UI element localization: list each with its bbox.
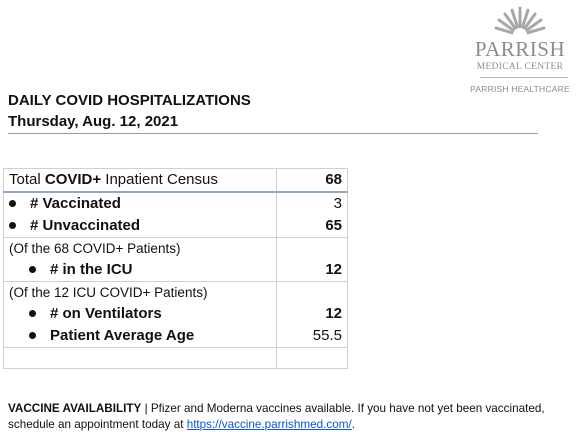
vaccinated-label: # Vaccinated bbox=[30, 195, 121, 212]
table-row: Total COVID+ Inpatient Census 68 bbox=[3, 168, 348, 193]
logo-brand: PARRISH bbox=[474, 37, 566, 61]
parrish-logo: PARRISH MEDICAL CENTER PARRISH HEALTHCAR… bbox=[470, 4, 570, 94]
sunburst-icon bbox=[494, 6, 546, 36]
report-date: Thursday, Aug. 12, 2021 bbox=[8, 113, 179, 130]
avg-age-value: 55.5 bbox=[312, 327, 342, 344]
unvaccinated-label: # Unvaccinated bbox=[30, 217, 141, 234]
vaccine-availability-note: VACCINE AVAILABILITY | Pfizer and Modern… bbox=[8, 401, 568, 433]
avg-age-label: Patient Average Age bbox=[50, 327, 195, 344]
vaccine-link[interactable]: https://vaccine.parrishmed.com/ bbox=[186, 418, 352, 431]
ventilators-label: # on Ventilators bbox=[50, 305, 162, 322]
patients-note: (Of the 68 COVID+ Patients) bbox=[9, 241, 181, 256]
icu-value: 12 bbox=[276, 237, 348, 282]
empty-cell bbox=[276, 347, 348, 369]
icu-cell: (Of the 68 COVID+ Patients) # in the ICU bbox=[3, 237, 277, 282]
ventilator-values: 12 55.5 bbox=[276, 281, 348, 348]
logo-divider bbox=[480, 77, 568, 78]
icu-note: (Of the 12 ICU COVID+ Patients) bbox=[9, 285, 208, 300]
census-total: 68 bbox=[276, 168, 348, 193]
table-row: # Vaccinated # Unvaccinated 3 65 bbox=[3, 191, 348, 238]
table-row: (Of the 68 COVID+ Patients) # in the ICU… bbox=[3, 237, 348, 282]
census-header-label: Total COVID+ Inpatient Census bbox=[3, 168, 277, 193]
bullet-icon bbox=[29, 309, 36, 317]
ventilators-value: 12 bbox=[325, 305, 342, 322]
vaccine-availability-label: VACCINE AVAILABILITY bbox=[8, 402, 142, 415]
bullet-icon bbox=[29, 265, 36, 273]
vaccinated-value: 3 bbox=[333, 195, 342, 212]
page-title: DAILY COVID HOSPITALIZATIONS bbox=[8, 92, 251, 109]
census-header-suffix: Inpatient Census bbox=[101, 171, 218, 188]
logo-parent: PARRISH HEALTHCARE bbox=[470, 84, 570, 94]
table-row: (Of the 12 ICU COVID+ Patients) # on Ven… bbox=[3, 281, 348, 348]
unvaccinated-value: 65 bbox=[325, 217, 342, 234]
vaccinated-cell: # Vaccinated # Unvaccinated bbox=[3, 191, 277, 238]
title-divider bbox=[8, 133, 538, 134]
census-table: Total COVID+ Inpatient Census 68 # Vacci… bbox=[3, 168, 348, 369]
footer-separator: | bbox=[141, 402, 151, 415]
vaccination-values: 3 65 bbox=[276, 191, 348, 238]
ventilator-cell: (Of the 12 ICU COVID+ Patients) # on Ven… bbox=[3, 281, 277, 348]
census-header-bold: COVID+ bbox=[44, 171, 102, 188]
icu-label: # in the ICU bbox=[50, 261, 133, 278]
bullet-icon bbox=[9, 221, 16, 229]
logo-subtitle: MEDICAL CENTER bbox=[476, 62, 564, 72]
census-header-prefix: Total bbox=[9, 171, 45, 188]
bullet-icon bbox=[29, 331, 36, 339]
bullet-icon bbox=[9, 199, 16, 207]
empty-cell bbox=[3, 347, 277, 369]
table-row bbox=[3, 347, 348, 369]
footer-text: Pfizer and Moderna vaccines available. I… bbox=[8, 402, 545, 431]
footer-end: . bbox=[351, 418, 355, 431]
